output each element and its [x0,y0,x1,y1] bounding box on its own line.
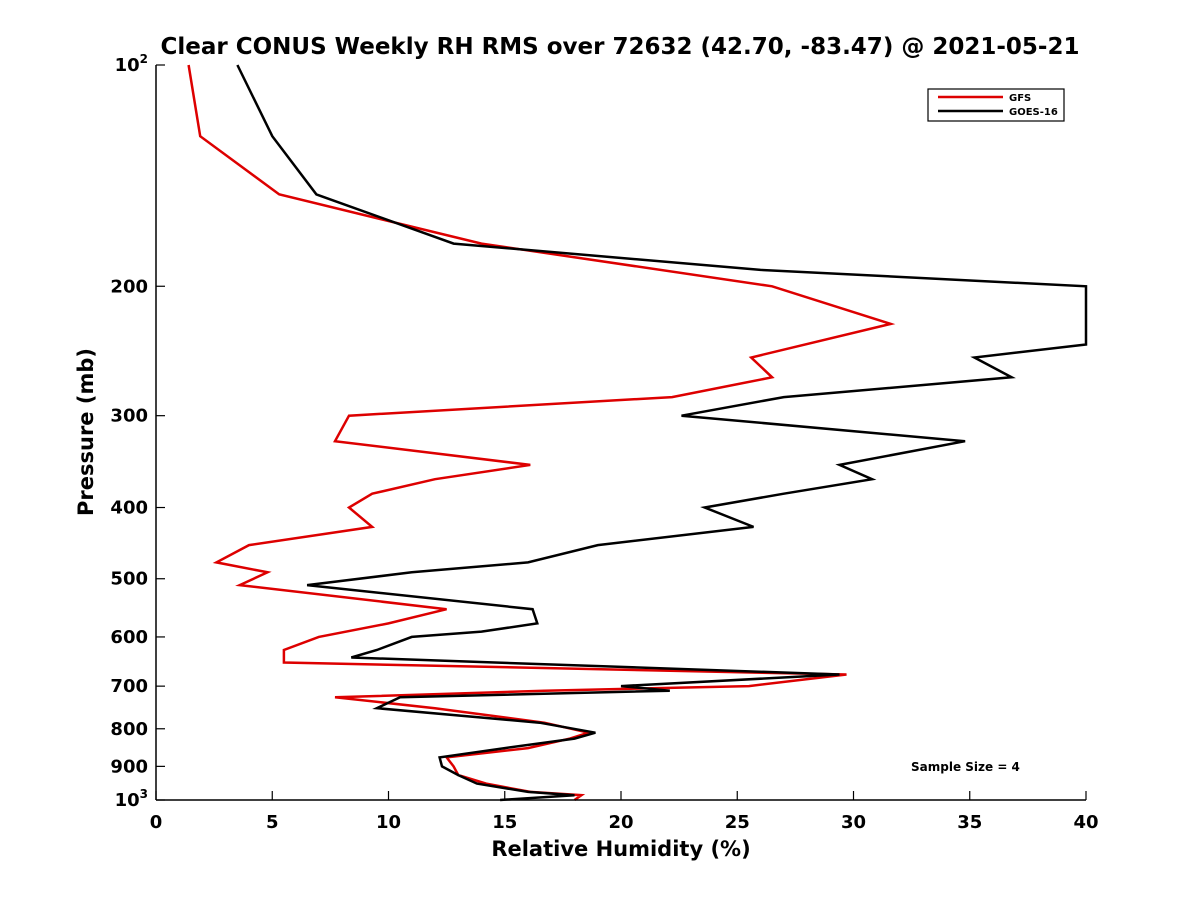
x-tick-label: 25 [725,812,750,833]
x-tick-label: 20 [608,812,633,833]
x-tick-label: 30 [841,812,866,833]
legend-label-gfs: GFS [1009,93,1031,104]
y-tick-label: 800 [110,719,148,740]
x-ticks: 0 5 10 15 20 25 30 35 40 [150,791,1099,833]
y-tick-label: 200 [110,276,148,297]
chart-title: Clear CONUS Weekly RH RMS over 72632 (42… [161,34,1080,60]
x-tick-label: 35 [957,812,982,833]
x-tick-label: 15 [492,812,517,833]
x-axis-label: Relative Humidity (%) [491,837,750,861]
legend-box [927,88,1065,122]
series-line-gfs [187,64,896,802]
legend: GFS GOES-16 [927,88,1065,122]
x-tick-label: 40 [1073,812,1098,833]
series-layer [187,64,1088,802]
y-tick-label: 600 [110,627,148,648]
x-tick-label: 10 [376,812,401,833]
y-tick-label: 700 [110,676,148,697]
y-tick-label: 900 [110,756,148,777]
y-tick-label: 103 [115,787,148,811]
y-ticks: 102 200 300 400 500 600 700 800 900 103 [110,52,165,811]
legend-label-goes16: GOES-16 [1009,107,1058,118]
x-tick-label: 0 [150,812,163,833]
x-tick-label: 5 [266,812,279,833]
y-tick-label: 300 [110,406,148,427]
y-axis-label: Pressure (mb) [74,348,98,516]
y-tick-label: 400 [110,498,148,519]
sample-size-annotation: Sample Size = 4 [911,760,1020,774]
series-line-goes-16 [236,64,1088,802]
y-tick-label: 500 [110,569,148,590]
y-tick-label: 102 [115,52,148,76]
